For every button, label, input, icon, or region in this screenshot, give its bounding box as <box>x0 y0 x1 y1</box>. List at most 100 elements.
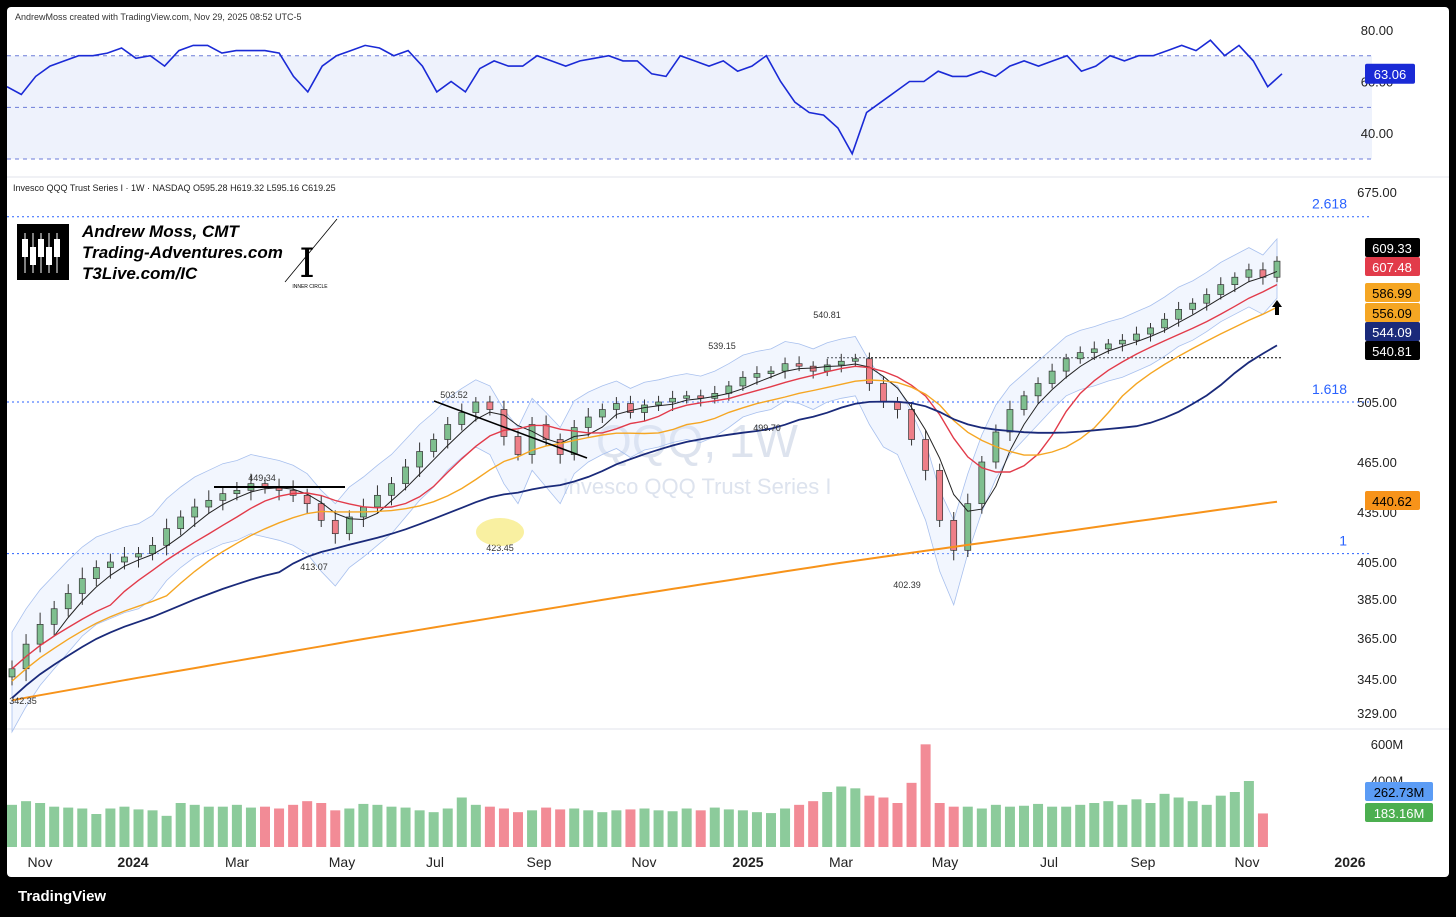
volume-bar-up <box>611 810 622 847</box>
candle-up <box>374 494 381 508</box>
price-annotation: 342.35 <box>9 696 37 706</box>
volume-bar-up <box>681 808 692 847</box>
candle-up <box>1062 358 1070 372</box>
candle-down <box>866 358 873 384</box>
volume-bar-up <box>1243 781 1254 847</box>
volume-bar-down <box>808 801 819 847</box>
price-tick-label: 385.00 <box>1357 592 1397 607</box>
volume-bar-down <box>864 795 875 847</box>
volume-bar-up <box>1131 799 1142 847</box>
price-annotation: 402.39 <box>893 580 921 590</box>
volume-bar-down <box>541 807 552 847</box>
rsi-tick-label: 80.00 <box>1361 23 1394 38</box>
volume-bar-up <box>428 812 439 847</box>
price-annotation: 539.15 <box>708 341 736 351</box>
author-site-2: T3Live.com/IC <box>82 264 198 283</box>
candle-up <box>430 439 438 452</box>
volume-tick-label: 600M <box>1371 737 1404 752</box>
volume-bar-up <box>653 810 664 847</box>
candle-down <box>908 409 915 440</box>
volume-bar-up <box>1201 804 1212 847</box>
volume-bar-up <box>344 808 355 847</box>
tradingview-logo[interactable]: TradingView <box>18 888 107 905</box>
candle-up <box>191 506 199 518</box>
price-tick-label: 329.00 <box>1357 706 1397 721</box>
volume-label-badge <box>1365 782 1433 801</box>
x-tick-label: May <box>329 854 355 870</box>
volume-bar-up <box>1004 806 1015 847</box>
candle-up <box>1245 269 1253 278</box>
candle-down <box>500 409 508 437</box>
candle-up <box>1048 370 1056 384</box>
volume-bar-up <box>667 811 678 847</box>
price-label-badge <box>1365 322 1420 341</box>
author-site: Trading-Adventures.com <box>82 243 283 262</box>
volume-bar-down <box>555 809 566 847</box>
candle-up <box>135 553 142 558</box>
candle-down <box>795 363 803 367</box>
x-tick-label: Jul <box>426 854 444 870</box>
x-tick-label: Nov <box>632 854 657 870</box>
candle-up <box>92 567 100 579</box>
volume-bar-down <box>288 804 299 847</box>
ema-21-line <box>11 283 1278 670</box>
volume-bar-down <box>625 809 636 847</box>
x-tick-label: Sep <box>1131 854 1156 870</box>
candle-down <box>950 519 958 551</box>
candle-up <box>1076 352 1084 360</box>
volume-bar-down <box>906 782 917 847</box>
price-label-text: 540.81 <box>1372 344 1412 359</box>
x-tick-label: 2025 <box>732 854 763 870</box>
volume-bar-up <box>175 803 186 847</box>
volume-bar-up <box>358 803 369 847</box>
footer-bar <box>0 877 1456 917</box>
candle-up <box>1104 343 1112 350</box>
price-annotation: 540.81 <box>813 310 841 320</box>
price-label-badge <box>1365 238 1420 257</box>
price-label-text: 586.99 <box>1372 286 1412 301</box>
candle-up <box>163 528 170 546</box>
price-tick-label: 675.00 <box>1357 185 1397 200</box>
volume-bar-down <box>934 803 945 847</box>
volume-label-badge <box>1365 803 1433 822</box>
volume-bar-up <box>1089 803 1100 847</box>
volume-bar-up <box>147 810 158 847</box>
x-tick-label: Nov <box>28 854 53 870</box>
volume-bar-up <box>105 808 116 847</box>
candle-up <box>1161 318 1168 329</box>
candle-up <box>584 416 592 428</box>
candle-up <box>444 424 452 440</box>
x-tick-label: Jul <box>1040 854 1058 870</box>
volume-bar-down <box>274 808 285 847</box>
volume-bar-up <box>189 804 200 847</box>
candle-up <box>416 451 423 468</box>
candle-up <box>837 360 845 366</box>
volume-bar-up <box>976 808 987 847</box>
volume-label-text: 262.73M <box>1374 785 1425 800</box>
x-tick-label: May <box>932 854 958 870</box>
x-tick-label: Mar <box>829 854 853 870</box>
arrow-up-icon <box>1272 300 1282 315</box>
x-tick-label: Sep <box>527 854 552 870</box>
candle-down <box>514 436 522 455</box>
candle-up <box>1203 294 1211 304</box>
volume-bar-down <box>892 803 903 847</box>
volume-bar-down <box>920 744 931 847</box>
price-label-badge <box>1365 257 1420 276</box>
candle-up <box>149 544 156 555</box>
volume-bar-up <box>597 812 608 847</box>
volume-bar-up <box>203 806 214 847</box>
volume-bar-up <box>7 804 17 847</box>
brand-candle-body <box>38 239 44 257</box>
price-label-text: 609.33 <box>1372 241 1412 256</box>
brand-candle-body <box>46 247 52 265</box>
volume-bar-up <box>133 809 144 847</box>
x-tick-label: Nov <box>1235 854 1260 870</box>
candle-up <box>36 623 44 645</box>
price-label-text: 544.09 <box>1372 325 1412 340</box>
volume-bar-down <box>484 806 495 847</box>
volume-bar-down <box>330 810 341 847</box>
price-label-text: 440.62 <box>1372 494 1412 509</box>
